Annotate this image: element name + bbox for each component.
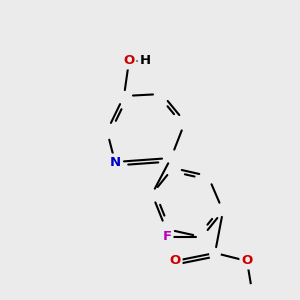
Text: O: O (123, 55, 135, 68)
Text: H: H (140, 55, 151, 68)
Text: N: N (110, 155, 121, 169)
Text: F: F (162, 230, 172, 244)
Text: O: O (169, 254, 181, 268)
Text: O: O (242, 254, 253, 268)
